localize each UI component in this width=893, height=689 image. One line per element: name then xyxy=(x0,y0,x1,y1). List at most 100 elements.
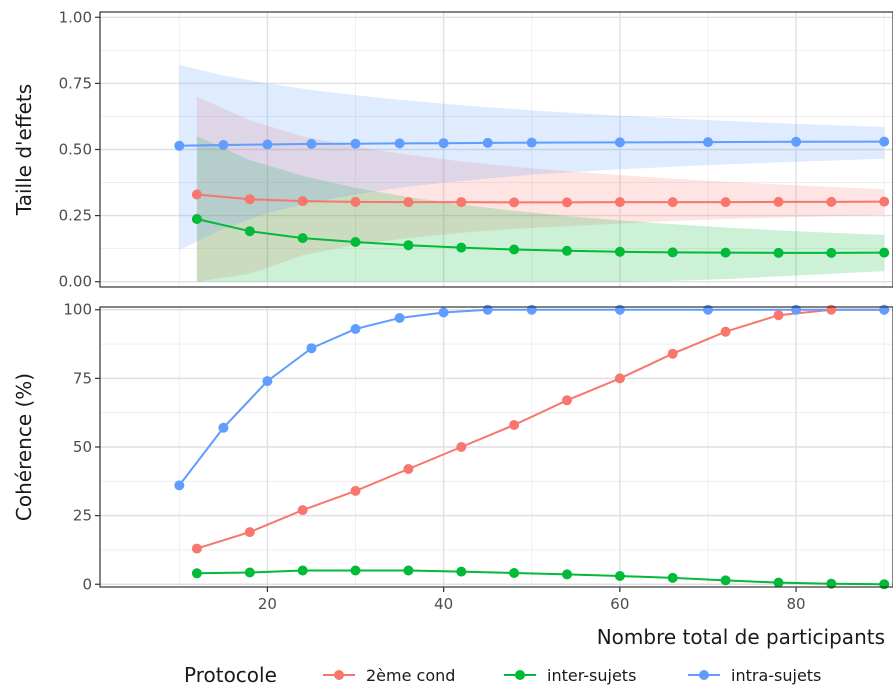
series-line-inter-sujets xyxy=(196,218,885,254)
data-point xyxy=(773,247,784,258)
data-point xyxy=(826,196,837,207)
data-point xyxy=(403,197,414,208)
legend-label: intra-sujets xyxy=(731,666,821,685)
ribbon-2ème-cond xyxy=(196,96,885,282)
y-tick-label: 0.00 xyxy=(59,273,92,291)
data-point xyxy=(244,527,255,538)
legend-title: Protocole xyxy=(184,663,277,687)
data-point xyxy=(562,197,572,208)
data-point xyxy=(350,196,361,207)
data-point xyxy=(262,139,273,150)
ribbon-intra-sujets xyxy=(179,64,885,251)
data-point xyxy=(773,577,784,588)
y-tick-label: 50 xyxy=(73,438,92,456)
x-axis-ticks: 20 40 60 80 xyxy=(258,587,806,613)
data-point xyxy=(350,237,361,247)
data-point xyxy=(350,324,361,334)
top-y-axis-title: Taille d'effets xyxy=(12,84,36,216)
data-point xyxy=(562,245,572,256)
data-point xyxy=(403,240,414,251)
y-tick-label: 0 xyxy=(82,575,92,593)
data-point xyxy=(879,304,890,315)
data-point xyxy=(438,138,449,149)
y-tick-label: 25 xyxy=(73,507,92,525)
data-point xyxy=(403,565,414,576)
legend-label: inter-sujets xyxy=(547,666,636,685)
data-point xyxy=(306,343,317,354)
data-point xyxy=(703,304,713,315)
data-point xyxy=(218,140,229,150)
data-point xyxy=(526,137,537,148)
data-point xyxy=(456,197,467,208)
x-tick-label: 20 xyxy=(258,595,277,613)
data-point xyxy=(350,485,361,496)
data-point xyxy=(667,197,678,208)
data-point xyxy=(562,569,572,580)
legend-key-point xyxy=(334,670,344,680)
data-point xyxy=(394,313,405,323)
bottom-y-axis-title: Cohérence (%) xyxy=(12,373,36,521)
data-point xyxy=(826,578,837,589)
y-tick-label: 0.25 xyxy=(59,207,92,225)
data-point xyxy=(174,140,185,151)
data-point xyxy=(191,189,202,200)
data-point xyxy=(614,197,625,208)
data-point xyxy=(297,565,308,576)
top-panel-y-ticks: 0.00 0.25 0.50 0.75 1.00 xyxy=(59,8,100,291)
bottom-panel-points xyxy=(174,304,890,590)
data-point xyxy=(879,247,890,258)
data-point xyxy=(667,247,678,258)
legend-key-point xyxy=(515,670,525,680)
data-point xyxy=(826,304,837,315)
data-point xyxy=(614,304,625,315)
coherence-panel: 0 25 50 75 100 20 40 60 80 xyxy=(63,301,893,613)
data-point xyxy=(791,136,802,147)
data-point xyxy=(174,480,185,491)
legend-label: 2ème cond xyxy=(366,666,455,685)
data-point xyxy=(720,247,731,258)
top-panel-ribbons xyxy=(179,64,885,282)
data-point xyxy=(306,138,317,149)
data-point xyxy=(350,565,361,576)
data-point xyxy=(350,138,361,149)
data-point xyxy=(244,226,255,237)
data-point xyxy=(614,137,625,148)
legend-item-inter-sujets: inter-sujets xyxy=(504,666,636,685)
data-point xyxy=(191,568,202,579)
data-point xyxy=(703,137,713,148)
data-point xyxy=(456,242,467,253)
effect-size-panel: 0.00 0.25 0.50 0.75 1.00 xyxy=(59,8,893,291)
series-line-inter-sujets xyxy=(196,569,885,586)
y-tick-label: 1.00 xyxy=(59,8,92,26)
data-point xyxy=(614,373,625,384)
data-point xyxy=(614,246,625,257)
x-tick-label: 40 xyxy=(434,595,453,613)
x-axis-title: Nombre total de participants xyxy=(597,625,885,649)
data-point xyxy=(667,572,678,583)
data-point xyxy=(191,214,202,224)
data-point xyxy=(403,464,414,474)
data-point xyxy=(456,442,467,452)
data-point xyxy=(509,197,520,208)
y-tick-label: 0.75 xyxy=(59,74,92,92)
data-point xyxy=(394,138,405,149)
data-point xyxy=(482,137,493,148)
data-point xyxy=(773,310,784,321)
data-point xyxy=(482,304,493,315)
data-point xyxy=(720,575,731,586)
data-point xyxy=(826,247,837,258)
bottom-panel-grid xyxy=(100,307,893,587)
top-panel-points xyxy=(174,136,890,258)
data-point xyxy=(526,304,537,315)
data-point xyxy=(720,326,731,337)
data-point xyxy=(509,244,520,255)
data-point xyxy=(667,348,678,359)
legend-item-intra-sujets: intra-sujets xyxy=(688,666,821,685)
data-point xyxy=(244,567,255,578)
y-tick-label: 100 xyxy=(63,301,92,319)
data-point xyxy=(509,420,520,430)
x-tick-label: 60 xyxy=(610,595,629,613)
data-point xyxy=(191,543,202,554)
data-point xyxy=(773,196,784,207)
data-point xyxy=(614,571,625,581)
